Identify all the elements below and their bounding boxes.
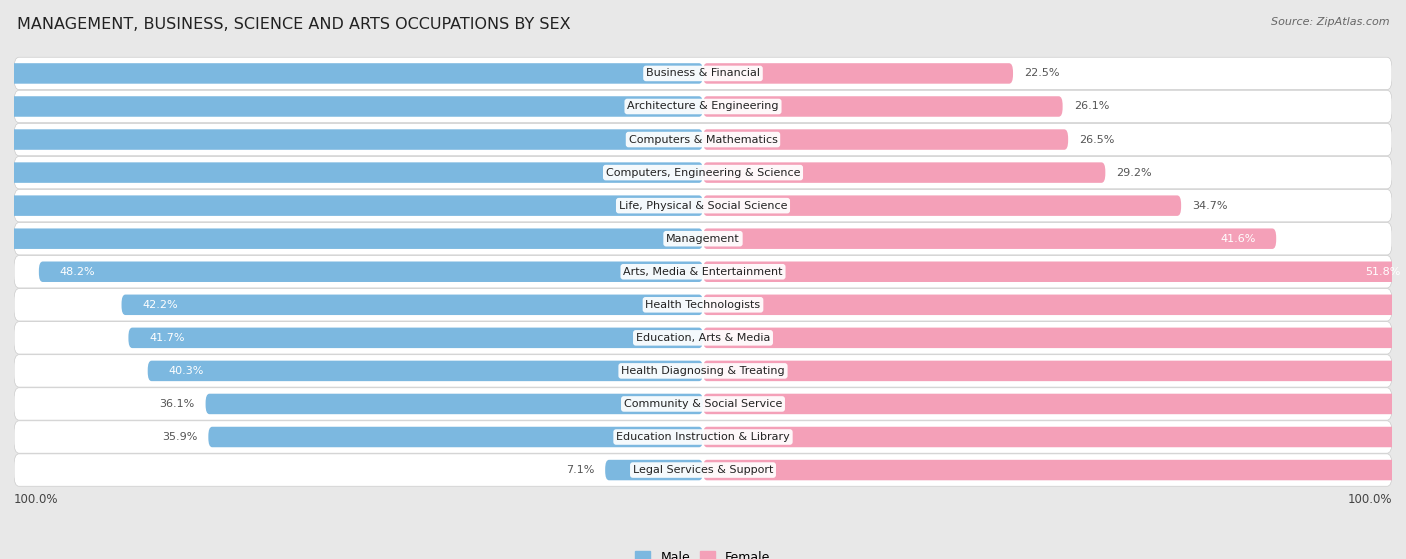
FancyBboxPatch shape	[703, 394, 1406, 414]
FancyBboxPatch shape	[703, 361, 1406, 381]
FancyBboxPatch shape	[605, 460, 703, 480]
FancyBboxPatch shape	[39, 262, 703, 282]
Text: Education, Arts & Media: Education, Arts & Media	[636, 333, 770, 343]
Text: Computers, Engineering & Science: Computers, Engineering & Science	[606, 168, 800, 178]
Text: Business & Financial: Business & Financial	[645, 68, 761, 78]
FancyBboxPatch shape	[14, 157, 1392, 189]
FancyBboxPatch shape	[703, 162, 1105, 183]
Text: 35.9%: 35.9%	[162, 432, 197, 442]
Text: Architecture & Engineering: Architecture & Engineering	[627, 102, 779, 111]
FancyBboxPatch shape	[14, 255, 1392, 288]
Text: 100.0%: 100.0%	[14, 492, 59, 506]
Text: 100.0%: 100.0%	[1347, 492, 1392, 506]
Text: Education Instruction & Library: Education Instruction & Library	[616, 432, 790, 442]
Text: 48.2%: 48.2%	[59, 267, 96, 277]
FancyBboxPatch shape	[208, 427, 703, 447]
FancyBboxPatch shape	[703, 196, 1181, 216]
Text: Source: ZipAtlas.com: Source: ZipAtlas.com	[1271, 17, 1389, 27]
Text: 36.1%: 36.1%	[159, 399, 194, 409]
FancyBboxPatch shape	[14, 421, 1392, 453]
Legend: Male, Female: Male, Female	[630, 546, 776, 559]
FancyBboxPatch shape	[14, 222, 1392, 255]
FancyBboxPatch shape	[0, 229, 703, 249]
Text: 34.7%: 34.7%	[1192, 201, 1227, 211]
Text: 40.3%: 40.3%	[169, 366, 204, 376]
Text: 41.6%: 41.6%	[1220, 234, 1256, 244]
FancyBboxPatch shape	[703, 460, 1406, 480]
Text: MANAGEMENT, BUSINESS, SCIENCE AND ARTS OCCUPATIONS BY SEX: MANAGEMENT, BUSINESS, SCIENCE AND ARTS O…	[17, 17, 571, 32]
FancyBboxPatch shape	[0, 63, 703, 84]
FancyBboxPatch shape	[14, 57, 1392, 89]
Text: Health Technologists: Health Technologists	[645, 300, 761, 310]
Text: Arts, Media & Entertainment: Arts, Media & Entertainment	[623, 267, 783, 277]
Text: 26.5%: 26.5%	[1080, 135, 1115, 145]
Text: Life, Physical & Social Science: Life, Physical & Social Science	[619, 201, 787, 211]
FancyBboxPatch shape	[14, 321, 1392, 354]
FancyBboxPatch shape	[121, 295, 703, 315]
FancyBboxPatch shape	[703, 229, 1277, 249]
FancyBboxPatch shape	[14, 288, 1392, 321]
FancyBboxPatch shape	[703, 262, 1406, 282]
FancyBboxPatch shape	[14, 124, 1392, 156]
FancyBboxPatch shape	[14, 454, 1392, 486]
Text: 7.1%: 7.1%	[565, 465, 595, 475]
FancyBboxPatch shape	[14, 190, 1392, 222]
FancyBboxPatch shape	[0, 129, 703, 150]
FancyBboxPatch shape	[703, 295, 1406, 315]
Text: 22.5%: 22.5%	[1024, 68, 1060, 78]
Text: 29.2%: 29.2%	[1116, 168, 1152, 178]
FancyBboxPatch shape	[148, 361, 703, 381]
FancyBboxPatch shape	[205, 394, 703, 414]
FancyBboxPatch shape	[0, 162, 703, 183]
Text: 42.2%: 42.2%	[142, 300, 177, 310]
FancyBboxPatch shape	[128, 328, 703, 348]
FancyBboxPatch shape	[703, 427, 1406, 447]
Text: 51.8%: 51.8%	[1365, 267, 1400, 277]
Text: 41.7%: 41.7%	[149, 333, 184, 343]
FancyBboxPatch shape	[703, 63, 1014, 84]
FancyBboxPatch shape	[703, 328, 1406, 348]
FancyBboxPatch shape	[14, 355, 1392, 387]
FancyBboxPatch shape	[14, 91, 1392, 122]
Text: Management: Management	[666, 234, 740, 244]
FancyBboxPatch shape	[0, 96, 703, 117]
FancyBboxPatch shape	[703, 129, 1069, 150]
Text: 26.1%: 26.1%	[1074, 102, 1109, 111]
Text: Community & Social Service: Community & Social Service	[624, 399, 782, 409]
FancyBboxPatch shape	[703, 96, 1063, 117]
Text: Computers & Mathematics: Computers & Mathematics	[628, 135, 778, 145]
Text: Legal Services & Support: Legal Services & Support	[633, 465, 773, 475]
FancyBboxPatch shape	[14, 388, 1392, 420]
FancyBboxPatch shape	[0, 196, 703, 216]
Text: Health Diagnosing & Treating: Health Diagnosing & Treating	[621, 366, 785, 376]
